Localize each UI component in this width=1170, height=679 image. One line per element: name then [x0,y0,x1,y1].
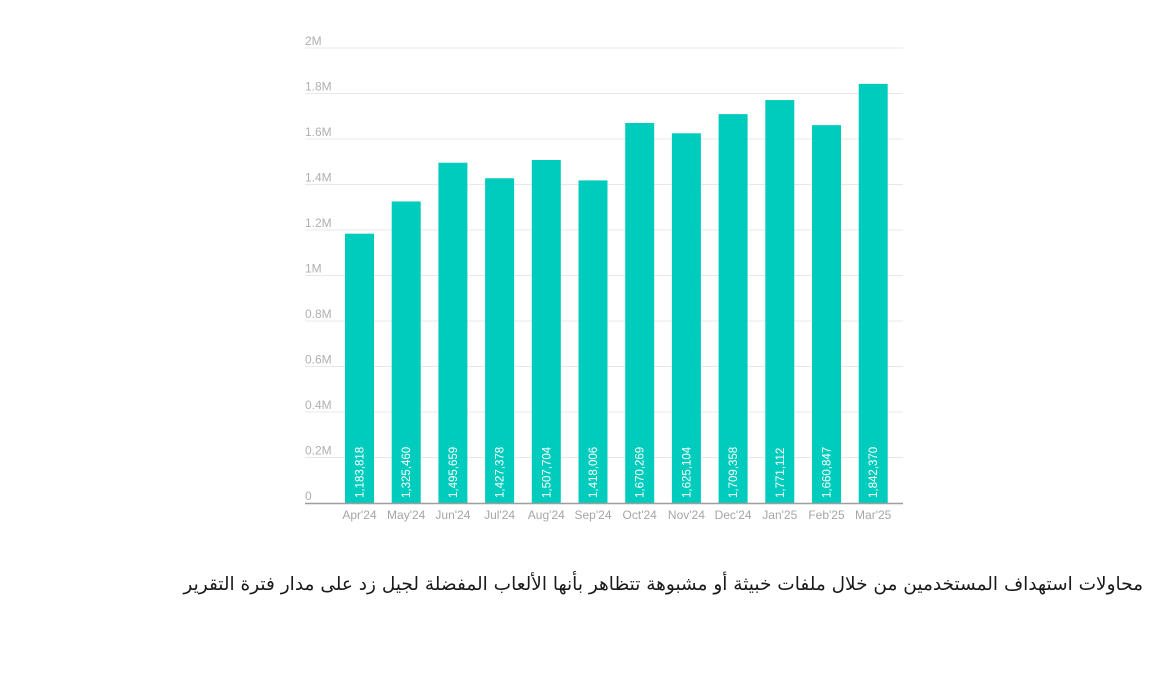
y-tick-label: 2M [305,34,322,48]
y-tick-label: 1.8M [305,80,332,94]
bar [485,178,515,504]
data-label: 1,771,112 [775,448,787,498]
bar [531,159,561,503]
data-label: 1,709,358 [728,447,740,498]
x-tick-label: Aug'24 [528,508,565,522]
x-tick-label: Oct'24 [623,508,658,522]
bar [718,114,748,503]
y-tick-label: 0.4M [305,398,332,412]
y-tick-label: 1.6M [305,125,332,139]
data-label: 1,325,460 [401,447,413,498]
y-tick-label: 1M [305,262,322,276]
x-tick-label: Jan'25 [762,508,797,522]
bar [671,133,701,504]
x-tick-label: Apr'24 [342,508,377,522]
bar [578,180,608,504]
data-label: 1,507,704 [541,446,553,498]
bar [858,83,888,503]
x-tick-label: Jun'24 [435,508,470,522]
data-label: 1,183,818 [355,447,367,498]
x-tick-label: Sep'24 [575,508,612,522]
y-tick-label: 1.4M [305,171,332,185]
y-tick-label: 0 [305,489,312,503]
y-tick-label: 1.2M [305,216,332,230]
data-label: 1,842,370 [868,447,880,498]
x-tick-label: Dec'24 [715,508,752,522]
bar [765,100,795,503]
data-label: 1,427,378 [495,447,507,498]
y-tick-label: 0.6M [305,353,332,367]
bar [345,233,374,504]
y-tick-label: 0.2M [305,444,332,458]
data-label: 1,495,659 [448,447,460,498]
data-label: 1,670,269 [635,447,647,498]
bar [438,162,468,503]
bar [812,125,841,503]
x-tick-label: Mar'25 [855,508,892,522]
chart-caption: محاولات استهداف المستخدمين من خلال ملفات… [183,574,1143,595]
y-tick-label: 0.8M [305,307,332,321]
x-tick-label: Nov'24 [668,508,705,522]
x-tick-label: Feb'25 [808,508,845,522]
data-label: 1,625,104 [681,446,693,498]
bar [625,123,655,504]
data-label: 1,418,006 [588,447,600,498]
x-tick-label: Jul'24 [484,508,515,522]
x-tick-label: May'24 [387,508,426,522]
bar-chart: 0 0.2M 0.4M 0.6M 0.8M 1M 1.2M 1.4M 1.6M 1.8M 2M 1,1… [305,34,903,522]
data-label: 1,660,847 [822,447,834,498]
bar [391,201,421,503]
